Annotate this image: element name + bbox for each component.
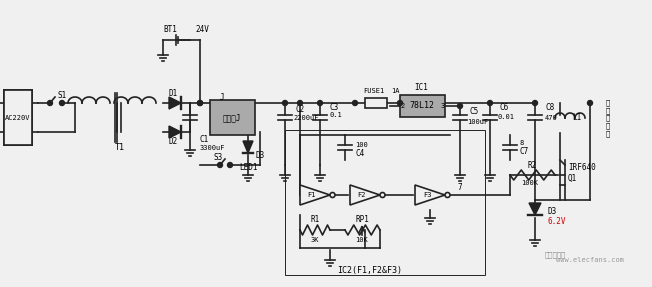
Polygon shape [169, 97, 181, 109]
Polygon shape [169, 126, 181, 138]
Text: 8: 8 [520, 140, 524, 146]
Text: F1: F1 [308, 192, 316, 198]
Text: R2: R2 [527, 160, 537, 170]
Bar [285, 130, 485, 275]
Text: 6.2V: 6.2V [548, 218, 567, 226]
Polygon shape [243, 141, 253, 153]
Text: S3: S3 [213, 152, 222, 162]
Text: C8: C8 [545, 104, 554, 113]
Text: 2200uF: 2200uF [293, 115, 318, 121]
Circle shape [48, 100, 53, 106]
Text: IC1: IC1 [414, 84, 428, 92]
Circle shape [488, 100, 492, 106]
Text: 78L12: 78L12 [409, 102, 434, 110]
Text: D2: D2 [168, 137, 177, 146]
Text: S1: S1 [57, 90, 67, 100]
Circle shape [282, 100, 288, 106]
Text: C1: C1 [200, 135, 209, 144]
Text: 電子發燒友: 電子發燒友 [544, 252, 566, 258]
Text: 100: 100 [355, 142, 368, 148]
Circle shape [353, 100, 357, 106]
Circle shape [318, 100, 323, 106]
Text: F3: F3 [422, 192, 431, 198]
Text: www.elecfans.com: www.elecfans.com [556, 257, 624, 263]
Text: C6: C6 [500, 102, 509, 112]
Text: AC220V: AC220V [5, 115, 31, 121]
Text: C2: C2 [295, 106, 304, 115]
Circle shape [587, 100, 593, 106]
Circle shape [198, 100, 203, 106]
Text: D3: D3 [256, 150, 265, 160]
Text: 0.01: 0.01 [498, 114, 515, 120]
Bar [210, 100, 255, 135]
Circle shape [297, 100, 303, 106]
Text: C5: C5 [470, 108, 479, 117]
Text: D3: D3 [548, 208, 557, 216]
Text: T1: T1 [115, 144, 125, 152]
Bar [365, 98, 387, 108]
Polygon shape [415, 185, 445, 205]
Text: 100K: 100K [522, 180, 539, 186]
Text: 100uF: 100uF [467, 119, 488, 125]
Text: C4: C4 [355, 148, 364, 158]
Text: 3K: 3K [311, 237, 319, 243]
Polygon shape [300, 185, 330, 205]
Text: C7: C7 [520, 148, 529, 156]
Circle shape [228, 162, 233, 168]
Circle shape [218, 162, 222, 168]
Text: 0.1: 0.1 [330, 112, 343, 118]
Text: IRF640: IRF640 [568, 164, 596, 172]
Circle shape [380, 193, 385, 197]
Text: 7: 7 [458, 183, 462, 193]
Text: FUSE1: FUSE1 [363, 88, 385, 94]
Circle shape [445, 193, 450, 197]
Text: L1: L1 [572, 113, 581, 123]
Text: C3: C3 [330, 102, 339, 112]
Bar [4, 90, 32, 145]
Text: 2: 2 [401, 103, 405, 109]
Text: 充
電
器
輸
出: 充 電 器 輸 出 [606, 100, 610, 137]
Circle shape [59, 100, 65, 106]
Text: 1A: 1A [391, 88, 399, 94]
Text: 10K: 10K [355, 237, 368, 243]
Text: 470: 470 [545, 115, 557, 121]
Text: D1: D1 [168, 88, 177, 98]
Circle shape [330, 193, 335, 197]
Text: BT1: BT1 [163, 26, 177, 34]
Text: F2: F2 [358, 192, 366, 198]
Text: RP1: RP1 [355, 216, 369, 224]
Circle shape [533, 100, 537, 106]
Circle shape [198, 100, 203, 106]
Circle shape [398, 100, 402, 106]
Text: 繼電器J: 繼電器J [223, 113, 241, 123]
Text: R1: R1 [310, 216, 319, 224]
Polygon shape [529, 203, 541, 215]
Polygon shape [350, 185, 380, 205]
Text: LED1: LED1 [239, 164, 258, 172]
Text: 3300uF: 3300uF [200, 145, 226, 151]
Text: IC2(F1,F2&F3): IC2(F1,F2&F3) [338, 265, 402, 274]
Text: 3: 3 [441, 103, 445, 109]
Text: 24V: 24V [195, 26, 209, 34]
Text: J: J [220, 92, 224, 102]
Bar [400, 95, 445, 117]
Circle shape [458, 104, 462, 108]
Text: Q1: Q1 [568, 174, 577, 183]
